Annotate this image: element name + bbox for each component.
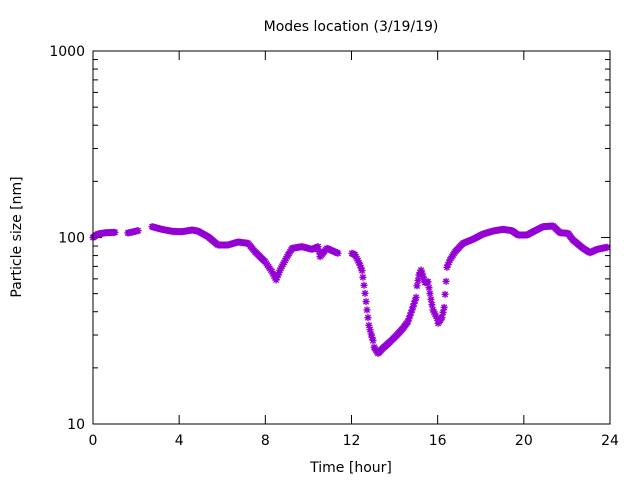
data-point — [334, 249, 342, 257]
y-tick-label: 10 — [67, 417, 85, 433]
data-point-interp — [418, 269, 426, 277]
data-point — [408, 306, 416, 314]
data-point-interp — [425, 284, 433, 292]
data-point — [427, 295, 435, 303]
data-point-interp — [275, 269, 283, 277]
data-point-interp — [406, 312, 414, 320]
x-tick-label: 0 — [89, 433, 98, 449]
x-tick-label: 12 — [343, 433, 361, 449]
data-point — [358, 267, 366, 275]
x-tick-label: 16 — [429, 433, 447, 449]
data-point-interp — [407, 309, 415, 317]
data-point-interp — [362, 298, 370, 306]
data-point — [111, 228, 119, 236]
x-tick-label: 4 — [175, 433, 184, 449]
data-point-interp — [444, 261, 452, 269]
x-tick-label: 20 — [515, 433, 533, 449]
y-tick-label: 1000 — [49, 44, 85, 60]
data-point-interp — [269, 270, 277, 278]
data-point — [272, 276, 280, 284]
data-point — [314, 243, 322, 251]
data-point-interp — [411, 296, 419, 304]
data-point-interp — [441, 290, 449, 298]
data-point — [412, 293, 420, 301]
data-point — [361, 289, 369, 297]
data-point — [438, 313, 446, 321]
data-point-interp — [414, 276, 422, 284]
data-point — [365, 321, 373, 329]
data-point-interp — [431, 310, 439, 318]
data-point-interp — [445, 258, 453, 266]
data-point-interp — [273, 273, 281, 281]
data-point-interp — [366, 326, 374, 334]
data-point-interp — [315, 248, 323, 256]
data-point-interp — [274, 271, 282, 279]
y-axis-label: Particle size [nm] — [9, 176, 25, 297]
data-point-interp — [428, 301, 436, 309]
data-point-interp — [419, 272, 427, 280]
data-point — [268, 268, 276, 276]
data-point-interp — [439, 308, 447, 316]
data-point-interp — [270, 272, 278, 280]
data-point-interp — [364, 314, 372, 322]
data-point — [417, 266, 425, 274]
data-point — [603, 243, 611, 251]
data-point — [359, 273, 367, 281]
data-point — [424, 278, 432, 286]
data-point-interp — [405, 315, 413, 323]
data-point — [440, 303, 448, 311]
data-point-interp — [426, 289, 434, 297]
data-point — [355, 259, 363, 267]
chart-title: Modes location (3/19/19) — [264, 19, 439, 35]
data-point — [413, 282, 421, 290]
x-axis-label: Time [hour] — [309, 460, 392, 476]
y-tick-label: 100 — [58, 231, 85, 247]
data-point-interp — [360, 281, 368, 289]
x-tick-label: 24 — [601, 433, 619, 449]
data-point-interp — [357, 264, 365, 272]
data-points — [89, 222, 611, 357]
data-point-interp — [356, 261, 364, 269]
data-point-interp — [368, 333, 376, 341]
data-point-interp — [409, 303, 417, 311]
data-point-interp — [410, 300, 418, 308]
data-point — [415, 271, 423, 279]
data-point-interp — [432, 312, 440, 320]
data-point — [443, 263, 451, 271]
plot-frame — [92, 50, 611, 425]
data-point — [363, 306, 371, 314]
data-point — [369, 337, 377, 345]
data-point — [134, 227, 142, 235]
data-point-interp — [430, 308, 438, 316]
data-point — [429, 306, 437, 314]
data-point — [367, 330, 375, 338]
data-point — [404, 318, 412, 326]
data-point — [442, 277, 450, 285]
axis-ticks: 0 4 8 12 16 20 24 10 100 1000 — [49, 44, 619, 449]
x-tick-label: 8 — [261, 433, 270, 449]
